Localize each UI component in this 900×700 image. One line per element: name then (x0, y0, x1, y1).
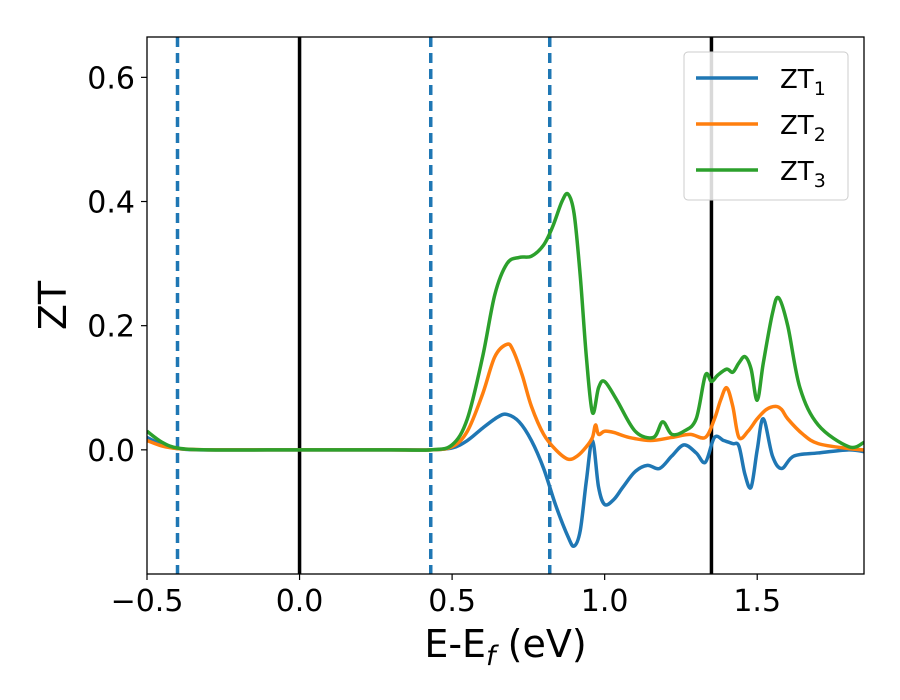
legend-entry-1: ZT1 (696, 65, 826, 100)
y-tick-label: 0.6 (87, 61, 135, 96)
legend-label: ZT3 (780, 157, 826, 192)
x-axis-label: E-Ef (eV) (424, 622, 586, 672)
x-axis-label-main: E-E (424, 622, 486, 666)
x-tick-label: −0.5 (111, 584, 184, 619)
y-tick-label: 0.4 (87, 186, 135, 221)
series-line-1 (147, 412, 864, 548)
series-lines (147, 191, 864, 548)
legend-label: ZT1 (780, 65, 826, 100)
x-tick-label: 0.5 (428, 584, 476, 619)
y-tick-label: 0.0 (87, 434, 135, 469)
legend-label: ZT2 (780, 111, 826, 146)
axis-ticks: −0.5 0.0 0.5 1.0 1.5 0.0 0.2 0.4 0.6 (87, 61, 781, 619)
x-tick-label: 0.0 (276, 584, 324, 619)
x-tick-label: 1.0 (581, 584, 629, 619)
y-tick-label: 0.2 (87, 310, 135, 345)
plot-frame (146, 36, 865, 575)
x-tick-label: 1.5 (733, 584, 781, 619)
legend-entry-2: ZT2 (696, 111, 826, 146)
y-axis-label: ZT (31, 280, 75, 330)
legend: ZT1 ZT2 ZT3 (683, 51, 849, 201)
legend-entry-3: ZT3 (696, 157, 826, 192)
series-line-3 (147, 191, 864, 452)
vertical-reference-lines (175, 37, 714, 574)
x-axis-label-unit: (eV) (496, 622, 587, 666)
legend-box (683, 51, 849, 201)
